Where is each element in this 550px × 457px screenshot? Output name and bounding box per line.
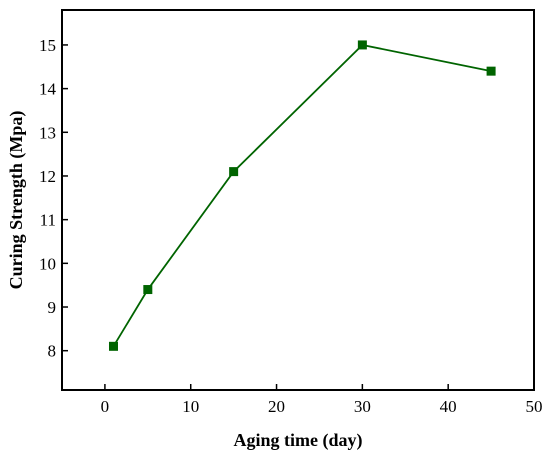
y-tick-label: 8 — [48, 342, 57, 361]
y-tick-label: 10 — [39, 254, 56, 273]
plot-frame — [61, 9, 535, 391]
y-tick-label: 9 — [48, 298, 57, 317]
series-layer — [108, 40, 496, 351]
y-axis-title: Curing Strength (Mpa) — [6, 111, 27, 290]
data-point — [143, 285, 153, 295]
y-axis: 8 9 10 11 12 13 14 15 — [39, 36, 68, 361]
y-tick-label: 12 — [39, 167, 56, 186]
x-tick-label: 50 — [526, 397, 543, 416]
x-tick-label: 20 — [268, 397, 285, 416]
x-axis: 0 10 20 30 40 50 — [101, 384, 543, 416]
y-tick-label: 14 — [39, 80, 57, 99]
data-point — [357, 40, 367, 50]
x-tick-label: 0 — [101, 397, 110, 416]
data-point — [108, 341, 118, 351]
x-tick-label: 10 — [182, 397, 199, 416]
y-tick-label: 15 — [39, 36, 56, 55]
y-tick-label: 13 — [39, 123, 56, 142]
x-tick-label: 40 — [440, 397, 457, 416]
series-line — [112, 43, 492, 347]
data-point — [229, 167, 239, 177]
y-tick-label: 11 — [40, 211, 56, 230]
data-point — [486, 66, 496, 76]
x-tick-label: 30 — [354, 397, 371, 416]
x-axis-title: Aging time (day) — [234, 430, 363, 451]
